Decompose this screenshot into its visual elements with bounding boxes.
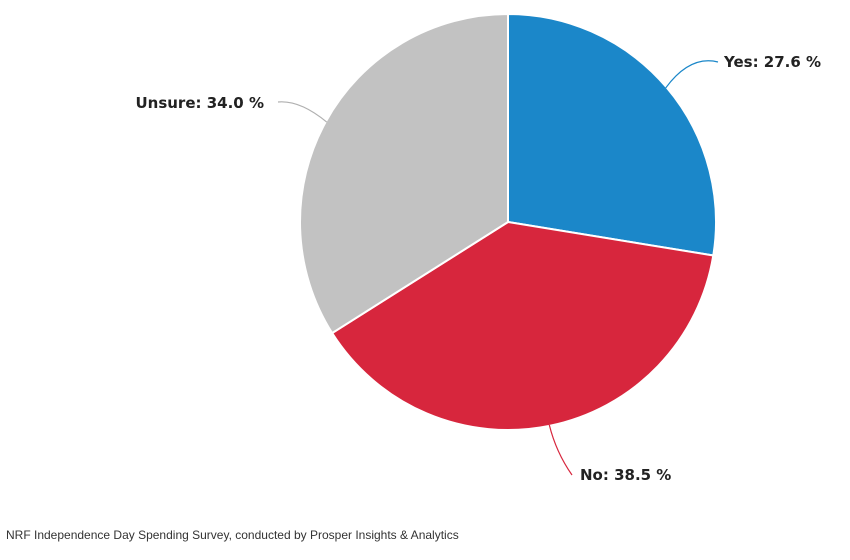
pie-slices [299, 12, 717, 431]
connector-unsure [277, 101, 328, 123]
connector-yes [665, 60, 719, 89]
slice-label-unsure: Unsure: 34.0 % [135, 94, 264, 112]
slice-label-no: No: 38.5 % [580, 466, 671, 484]
slice-label-yes: Yes: 27.6 % [723, 53, 821, 71]
connector-no [548, 424, 573, 476]
slice-labels: Yes: 27.6 % No: 38.5 % Unsure: 34.0 % [135, 53, 821, 484]
label-connectors [277, 60, 719, 476]
pie-slice-yes [507, 12, 717, 257]
source-note: NRF Independence Day Spending Survey, co… [6, 528, 459, 542]
